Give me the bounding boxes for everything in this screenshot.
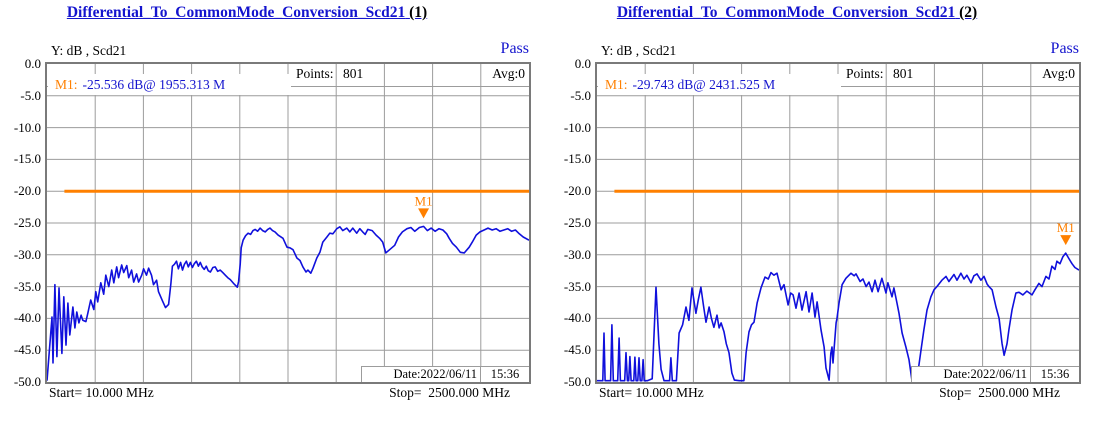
y-axis-tick-label: -15.0 [13,151,41,167]
y-axis-tick-label: -45.0 [13,342,41,358]
y-axis-tick-label: -50.0 [563,374,591,389]
plot-area: M1 M1: -29.743 dB@ 2431.525 M Points: 801… [595,62,1081,384]
y-axis-tick-label: -10.0 [13,119,41,135]
marker-label: M1 [1057,220,1075,235]
marker-value: -29.743 dB@ 2431.525 M [632,77,776,92]
chart-panel-2: Differential_To_CommonMode_Conversion_Sc… [550,0,1100,424]
avg-label: Avg:0 [492,66,525,81]
points-label: Points: [296,66,334,81]
status-badge: Pass [1050,40,1079,57]
marker-triangle-icon [1060,235,1072,246]
date-label: Date:2022/06/11 [943,367,1027,381]
x-axis-start-label: Start= 10.000 MHz [49,385,154,400]
date-label: Date:2022/06/11 [393,367,477,381]
chart-title-index: (2) [959,4,978,21]
y-axis-tick-label: -35.0 [563,278,591,294]
chart-title-2: Differential_To_CommonMode_Conversion_Sc… [550,4,1044,22]
chart-panel-1: Differential_To_CommonMode_Conversion_Sc… [0,4,531,400]
marker-triangle-icon [418,208,430,219]
plot-canvas: M1 [597,64,1079,382]
points-label: Points: [846,66,884,81]
marker-readout: M1: -25.536 dB@ 1955.313 M [48,74,291,95]
marker-name: M1: [605,77,628,92]
trace-line [47,225,529,381]
y-axis-tick-label: -10.0 [563,119,591,135]
y-axis-tick-label: 0.0 [24,56,41,71]
x-axis-start-label: Start= 10.000 MHz [599,385,704,400]
marker-readout: M1: -29.743 dB@ 2431.525 M [598,74,841,95]
y-axis-tick-label: -45.0 [563,342,591,358]
y-axis-tick-label: 0.0 [574,56,591,71]
marker-label: M1 [415,193,433,208]
avg-label: Avg:0 [1042,66,1075,81]
x-axis-stop-label: Stop= 2500.000 MHz [939,385,1060,400]
y-axis-title: Y: dB , Scd21 [51,43,127,58]
time-label: 15:36 [1030,367,1079,382]
y-axis-tick-label: -20.0 [13,183,41,199]
plot-area: M1 M1: -25.536 dB@ 1955.313 M Points: 801… [45,62,531,384]
y-axis-tick-label: -5.0 [20,87,41,103]
chart-title-index: (1) [409,4,428,21]
y-axis-tick-label: -50.0 [13,374,41,389]
trace-line [597,252,1079,382]
y-axis-tick-label: -20.0 [563,183,591,199]
y-axis-title: Y: dB , Scd21 [601,43,677,58]
points-value: 801 [343,66,364,81]
chart-title-1: Differential_To_CommonMode_Conversion_Sc… [0,4,494,22]
chart-title-text: Differential_To_CommonMode_Conversion_Sc… [616,4,956,21]
date-box: Date:2022/06/11 15:36 [361,366,529,382]
x-axis-stop-label: Stop= 2500.000 MHz [389,385,510,400]
y-axis-tick-label: -35.0 [13,278,41,294]
y-axis-tick-label: -25.0 [563,215,591,230]
y-axis-tick-label: -5.0 [570,87,591,103]
y-axis-tick-label: -25.0 [13,215,41,230]
date-box: Date:2022/06/11 15:36 [911,366,1079,382]
marker-value: -25.536 dB@ 1955.313 M [82,77,226,92]
status-badge: Pass [500,40,529,57]
marker-name: M1: [55,77,78,92]
y-axis-tick-label: -40.0 [13,310,41,326]
plot-canvas: M1 [47,64,529,382]
y-axis-tick-label: -30.0 [563,246,591,262]
y-axis-tick-label: -30.0 [13,246,41,262]
y-axis-tick-label: -40.0 [563,310,591,326]
time-label: 15:36 [480,367,529,382]
chart-title-text: Differential_To_CommonMode_Conversion_Sc… [66,4,406,21]
y-axis-tick-label: -15.0 [563,151,591,167]
points-value: 801 [893,66,914,81]
